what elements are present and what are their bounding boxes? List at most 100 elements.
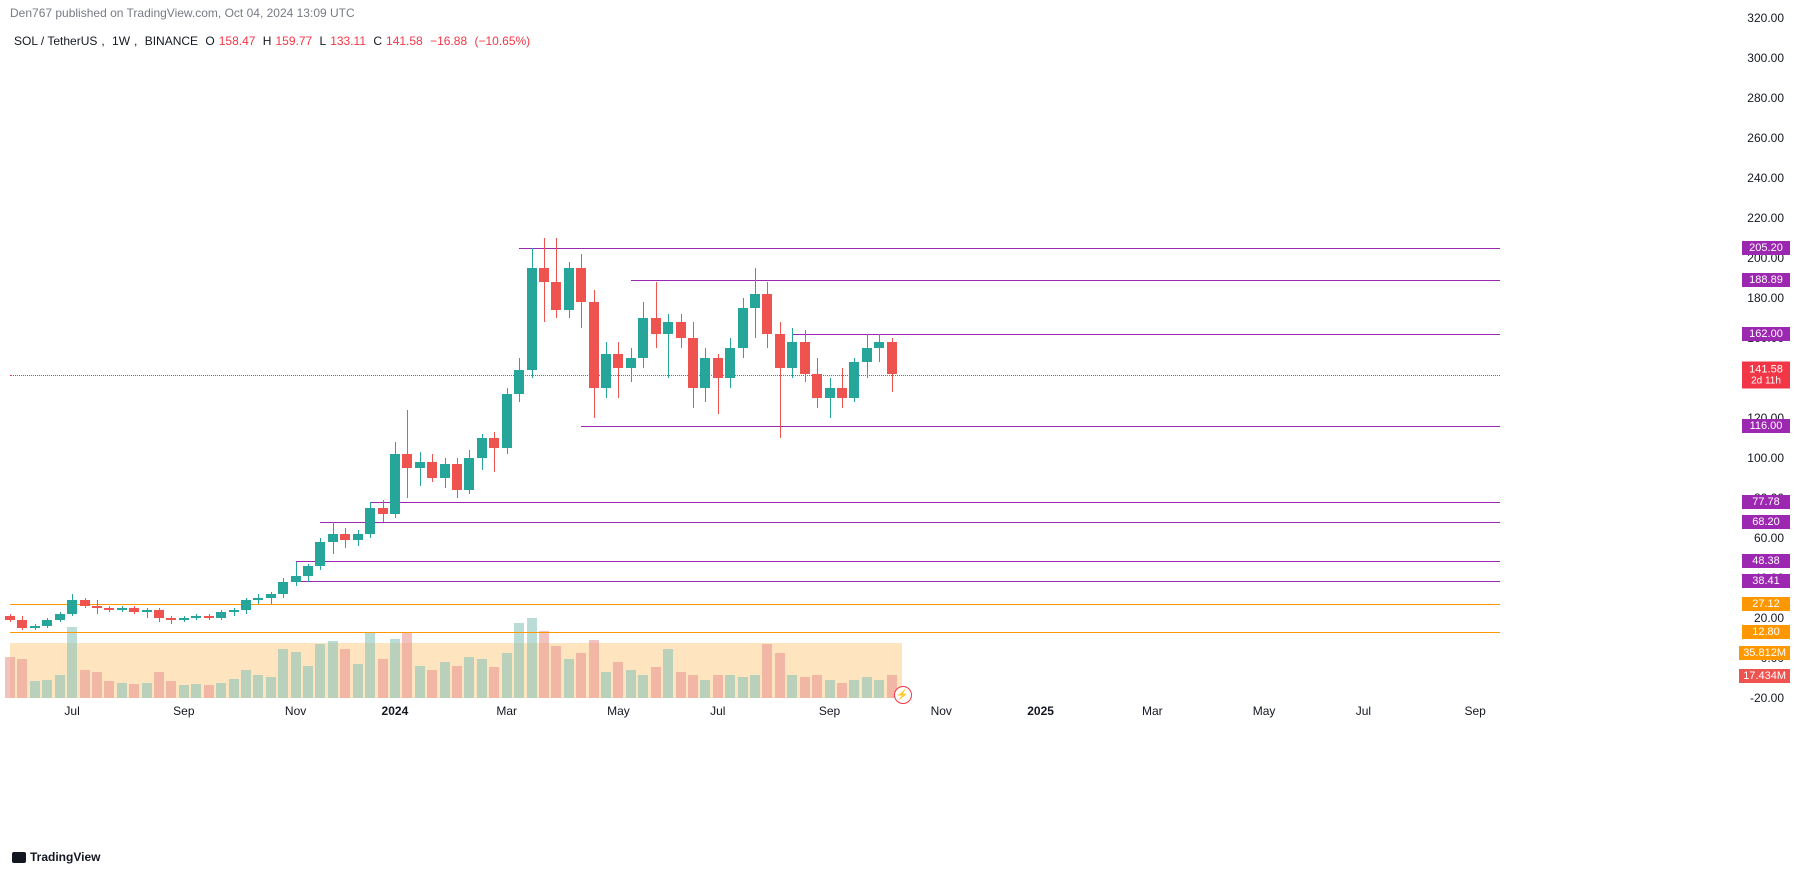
candle-body[interactable] bbox=[489, 438, 499, 448]
candle-body[interactable] bbox=[402, 454, 412, 468]
price-chart[interactable]: ⚡ bbox=[10, 18, 1500, 698]
candle-body[interactable] bbox=[353, 534, 363, 540]
candle-body[interactable] bbox=[179, 618, 189, 620]
horizontal-line[interactable] bbox=[792, 334, 1500, 335]
candle-body[interactable] bbox=[849, 362, 859, 398]
horizontal-line[interactable] bbox=[519, 248, 1500, 249]
horizontal-line[interactable] bbox=[370, 502, 1500, 503]
candle-body[interactable] bbox=[129, 608, 139, 612]
candle-body[interactable] bbox=[874, 342, 884, 348]
volume-bar bbox=[713, 675, 723, 698]
candle-body[interactable] bbox=[266, 594, 276, 598]
candle-body[interactable] bbox=[92, 606, 102, 608]
candle-body[interactable] bbox=[303, 566, 313, 576]
candle-body[interactable] bbox=[787, 342, 797, 368]
candle-body[interactable] bbox=[676, 322, 686, 338]
candle-body[interactable] bbox=[328, 534, 338, 542]
candle-body[interactable] bbox=[427, 462, 437, 478]
horizontal-line[interactable] bbox=[10, 632, 1500, 633]
candle-body[interactable] bbox=[638, 318, 648, 358]
volume-bar bbox=[80, 670, 90, 698]
candle-body[interactable] bbox=[601, 354, 611, 388]
candle-body[interactable] bbox=[527, 268, 537, 370]
candle-body[interactable] bbox=[80, 600, 90, 606]
candle-body[interactable] bbox=[154, 610, 164, 618]
candle-body[interactable] bbox=[663, 322, 673, 334]
candle-body[interactable] bbox=[229, 610, 239, 612]
candle-body[interactable] bbox=[5, 616, 15, 620]
candle-body[interactable] bbox=[564, 268, 574, 310]
candle-body[interactable] bbox=[17, 620, 27, 628]
candle-body[interactable] bbox=[378, 508, 388, 514]
horizontal-line[interactable] bbox=[10, 604, 1500, 605]
candle-body[interactable] bbox=[589, 302, 599, 388]
candle-body[interactable] bbox=[241, 600, 251, 610]
horizontal-line[interactable] bbox=[296, 561, 1500, 562]
candle-body[interactable] bbox=[191, 616, 201, 618]
horizontal-line[interactable] bbox=[631, 280, 1500, 281]
candle-body[interactable] bbox=[117, 608, 127, 610]
candle-body[interactable] bbox=[651, 318, 661, 334]
lightning-icon[interactable]: ⚡ bbox=[894, 686, 912, 704]
candle-body[interactable] bbox=[315, 542, 325, 566]
candle-body[interactable] bbox=[514, 370, 524, 394]
candle-body[interactable] bbox=[750, 294, 760, 308]
volume-bar bbox=[129, 684, 139, 698]
hline-label: 77.78 bbox=[1742, 495, 1790, 509]
candle-body[interactable] bbox=[30, 626, 40, 628]
candle-body[interactable] bbox=[142, 610, 152, 612]
volume-bar bbox=[812, 675, 822, 698]
candle-body[interactable] bbox=[800, 342, 810, 374]
candle-body[interactable] bbox=[166, 618, 176, 620]
candle-body[interactable] bbox=[862, 348, 872, 362]
candle-body[interactable] bbox=[775, 334, 785, 368]
x-tick: 2024 bbox=[382, 704, 409, 718]
candle-body[interactable] bbox=[104, 608, 114, 610]
candle-body[interactable] bbox=[340, 534, 350, 540]
y-tick: 220.00 bbox=[1747, 211, 1784, 225]
hline-label: 162.00 bbox=[1742, 327, 1790, 341]
volume-bar bbox=[216, 683, 226, 698]
candle-body[interactable] bbox=[551, 282, 561, 310]
volume-bar bbox=[315, 644, 325, 698]
candle-body[interactable] bbox=[725, 348, 735, 378]
volume-bar bbox=[576, 653, 586, 698]
horizontal-line[interactable] bbox=[296, 581, 1500, 582]
candle-body[interactable] bbox=[253, 598, 263, 600]
candle-body[interactable] bbox=[762, 294, 772, 334]
candle-body[interactable] bbox=[812, 374, 822, 398]
volume-bar bbox=[340, 649, 350, 698]
candle-body[interactable] bbox=[464, 458, 474, 490]
candle-body[interactable] bbox=[700, 358, 710, 388]
candle-body[interactable] bbox=[477, 438, 487, 458]
candle-body[interactable] bbox=[291, 576, 301, 582]
horizontal-line[interactable] bbox=[320, 522, 1500, 523]
candle-body[interactable] bbox=[613, 354, 623, 368]
volume-bar bbox=[477, 659, 487, 698]
candle-body[interactable] bbox=[278, 582, 288, 594]
candle-body[interactable] bbox=[67, 600, 77, 614]
candle-body[interactable] bbox=[738, 308, 748, 348]
candle-body[interactable] bbox=[440, 464, 450, 478]
candle-body[interactable] bbox=[576, 268, 586, 302]
candle-body[interactable] bbox=[390, 454, 400, 514]
candle-body[interactable] bbox=[837, 388, 847, 398]
candle-body[interactable] bbox=[713, 358, 723, 378]
candle-body[interactable] bbox=[539, 268, 549, 282]
candle-wick bbox=[830, 378, 831, 418]
candle-body[interactable] bbox=[216, 612, 226, 618]
candle-body[interactable] bbox=[365, 508, 375, 534]
candle-body[interactable] bbox=[688, 338, 698, 388]
candle-body[interactable] bbox=[42, 620, 52, 626]
candle-body[interactable] bbox=[452, 464, 462, 490]
candle-body[interactable] bbox=[415, 462, 425, 468]
candle-body[interactable] bbox=[825, 388, 835, 398]
candle-body[interactable] bbox=[626, 358, 636, 368]
x-tick: Sep bbox=[819, 704, 840, 718]
x-tick: Jul bbox=[64, 704, 79, 718]
candle-body[interactable] bbox=[55, 614, 65, 620]
horizontal-line[interactable] bbox=[581, 426, 1500, 427]
candle-body[interactable] bbox=[887, 342, 897, 374]
candle-body[interactable] bbox=[502, 394, 512, 448]
candle-body[interactable] bbox=[204, 616, 214, 618]
